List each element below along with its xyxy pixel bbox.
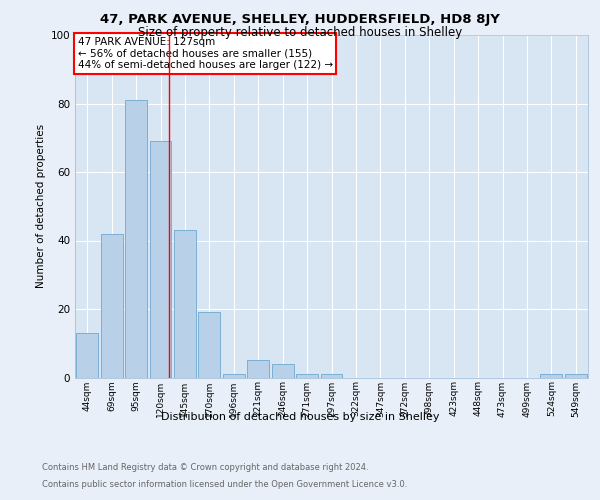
- Text: Size of property relative to detached houses in Shelley: Size of property relative to detached ho…: [138, 26, 462, 39]
- Bar: [101, 234, 122, 378]
- Bar: [565, 374, 587, 378]
- Bar: [125, 100, 147, 377]
- Bar: [247, 360, 269, 378]
- Text: Contains public sector information licensed under the Open Government Licence v3: Contains public sector information licen…: [42, 480, 407, 489]
- Bar: [149, 141, 172, 378]
- Bar: [199, 312, 220, 378]
- Bar: [223, 374, 245, 378]
- Bar: [320, 374, 343, 378]
- Bar: [272, 364, 293, 378]
- Bar: [76, 333, 98, 378]
- Bar: [174, 230, 196, 378]
- Text: 47 PARK AVENUE: 127sqm
← 56% of detached houses are smaller (155)
44% of semi-de: 47 PARK AVENUE: 127sqm ← 56% of detached…: [77, 36, 332, 70]
- Bar: [296, 374, 318, 378]
- Text: Contains HM Land Registry data © Crown copyright and database right 2024.: Contains HM Land Registry data © Crown c…: [42, 462, 368, 471]
- Text: 47, PARK AVENUE, SHELLEY, HUDDERSFIELD, HD8 8JY: 47, PARK AVENUE, SHELLEY, HUDDERSFIELD, …: [100, 12, 500, 26]
- Y-axis label: Number of detached properties: Number of detached properties: [37, 124, 46, 288]
- Text: Distribution of detached houses by size in Shelley: Distribution of detached houses by size …: [161, 412, 439, 422]
- Bar: [541, 374, 562, 378]
